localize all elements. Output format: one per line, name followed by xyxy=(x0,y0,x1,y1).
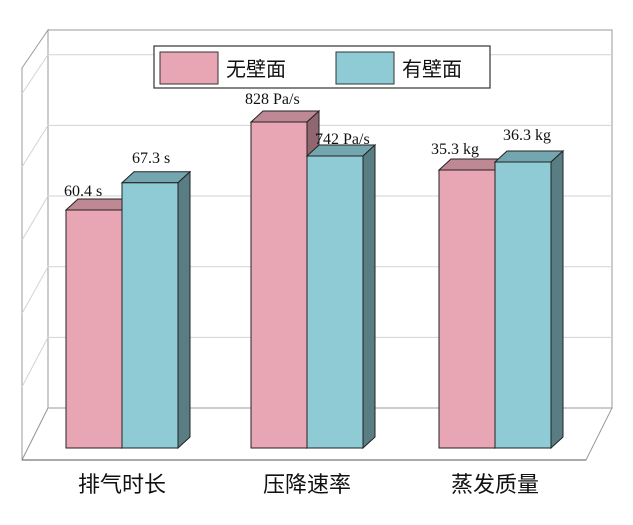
value-label-2-series-0: 35.3 kg xyxy=(431,141,479,158)
gridline-side xyxy=(21,195,49,241)
value-label-2-series-1: 36.3 kg xyxy=(503,127,551,144)
gridline-side xyxy=(21,54,49,94)
legend-label-series-0: 无壁面 xyxy=(226,57,286,81)
category-labels: 排气时长 压降速率 蒸发质量 xyxy=(78,473,539,498)
gridline-side xyxy=(21,125,49,168)
legend-swatch-series-1 xyxy=(335,51,395,85)
bar-side-face xyxy=(177,170,191,450)
value-label-0-series-0: 60.4 s xyxy=(64,183,102,200)
bar-side-face xyxy=(362,143,376,450)
legend-swatch-series-0 xyxy=(159,51,219,85)
category-label-2: 蒸发质量 xyxy=(451,473,539,498)
value-label-1-series-0: 828 Pa/s xyxy=(245,91,300,108)
category-label-0: 排气时长 xyxy=(78,473,166,498)
gridline-side xyxy=(21,337,49,387)
value-label-0-series-1: 67.3 s xyxy=(132,150,170,167)
bar-0-series-1 xyxy=(121,182,179,449)
bars xyxy=(64,109,565,450)
bar-1-series-1 xyxy=(306,155,364,449)
value-label-1-series-1: 742 Pa/s xyxy=(315,131,370,148)
bar-2-series-0 xyxy=(438,169,496,449)
bar-2-series-1 xyxy=(494,161,552,449)
legend: 无壁面 有壁面 xyxy=(153,45,491,89)
bar-side-face xyxy=(550,149,564,450)
legend-label-series-1: 有壁面 xyxy=(402,57,462,81)
value-labels: 60.4 s 67.3 s 828 Pa/s 742 Pa/s 35.3 kg 36.3 … xyxy=(64,91,551,200)
gridline-side xyxy=(21,266,49,314)
chart-side-wall xyxy=(21,28,49,461)
bar-0-series-0 xyxy=(65,209,123,449)
bar-1-series-0 xyxy=(250,121,308,449)
category-label-1: 压降速率 xyxy=(263,473,351,498)
